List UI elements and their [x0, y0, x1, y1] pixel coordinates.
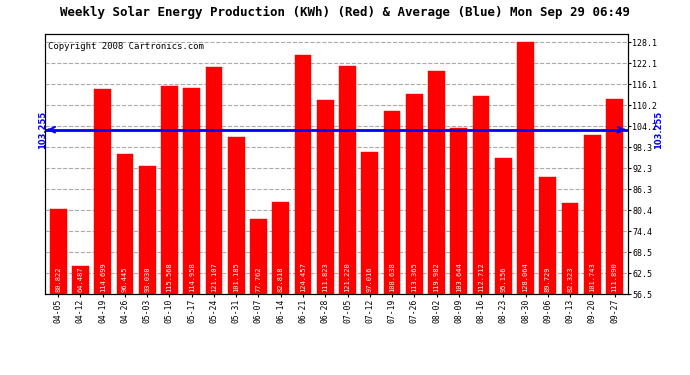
Text: 121.220: 121.220 — [344, 262, 351, 291]
Bar — [117, 154, 133, 294]
Bar — [72, 266, 89, 294]
Text: 119.982: 119.982 — [433, 262, 440, 291]
Text: 82.818: 82.818 — [278, 266, 284, 291]
Text: 64.487: 64.487 — [77, 266, 83, 291]
Text: 112.712: 112.712 — [478, 262, 484, 291]
Bar — [161, 86, 178, 294]
Bar — [228, 137, 244, 294]
Bar — [406, 94, 422, 294]
Bar — [50, 209, 66, 294]
Bar — [518, 42, 534, 294]
Text: 80.822: 80.822 — [55, 266, 61, 291]
Text: 108.638: 108.638 — [389, 262, 395, 291]
Bar — [295, 55, 311, 294]
Bar — [607, 99, 623, 294]
Text: 96.445: 96.445 — [122, 266, 128, 291]
Bar — [473, 96, 489, 294]
Text: 95.156: 95.156 — [500, 266, 506, 291]
Bar — [495, 158, 511, 294]
Text: 115.568: 115.568 — [166, 262, 172, 291]
Bar — [584, 135, 600, 294]
Bar — [362, 152, 378, 294]
Text: 114.699: 114.699 — [100, 262, 106, 291]
Bar — [139, 166, 155, 294]
Bar — [184, 88, 200, 294]
Text: 89.729: 89.729 — [545, 266, 551, 291]
Text: 103.255: 103.255 — [38, 111, 47, 149]
Text: 97.016: 97.016 — [367, 266, 373, 291]
Bar — [339, 66, 356, 294]
Text: 121.107: 121.107 — [211, 262, 217, 291]
Text: 82.323: 82.323 — [567, 266, 573, 291]
Bar — [562, 203, 578, 294]
Bar — [317, 99, 333, 294]
Text: 101.185: 101.185 — [233, 262, 239, 291]
Text: 103.644: 103.644 — [456, 262, 462, 291]
Bar — [250, 219, 267, 294]
Bar — [428, 71, 445, 294]
Bar — [95, 89, 111, 294]
Text: 128.064: 128.064 — [522, 262, 529, 291]
Text: Weekly Solar Energy Production (KWh) (Red) & Average (Blue) Mon Sep 29 06:49: Weekly Solar Energy Production (KWh) (Re… — [60, 6, 630, 19]
Text: 124.457: 124.457 — [300, 262, 306, 291]
Text: 113.365: 113.365 — [411, 262, 417, 291]
Text: 111.890: 111.890 — [611, 262, 618, 291]
Text: 114.958: 114.958 — [189, 262, 195, 291]
Bar — [273, 202, 289, 294]
Text: 77.762: 77.762 — [255, 266, 262, 291]
Bar — [540, 177, 556, 294]
Bar — [384, 111, 400, 294]
Text: Copyright 2008 Cartronics.com: Copyright 2008 Cartronics.com — [48, 42, 204, 51]
Text: 93.030: 93.030 — [144, 266, 150, 291]
Text: 103.255: 103.255 — [654, 111, 663, 149]
Bar — [206, 67, 222, 294]
Bar — [451, 128, 467, 294]
Text: 111.823: 111.823 — [322, 262, 328, 291]
Text: 101.743: 101.743 — [589, 262, 595, 291]
